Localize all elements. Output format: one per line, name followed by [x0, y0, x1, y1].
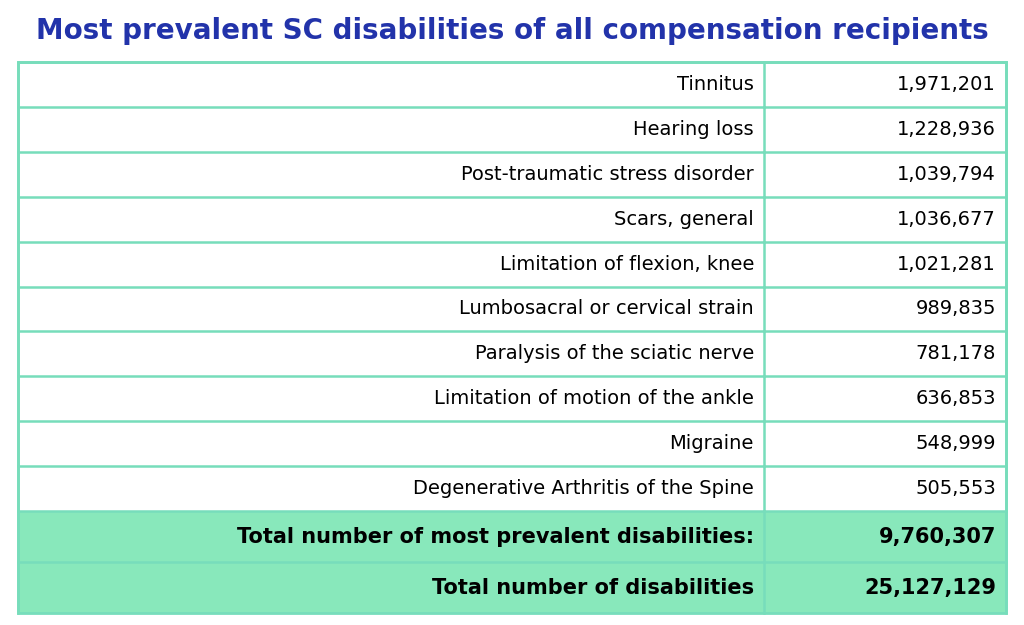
- Text: 1,039,794: 1,039,794: [897, 165, 996, 184]
- Text: 548,999: 548,999: [915, 434, 996, 453]
- Text: Degenerative Arthritis of the Spine: Degenerative Arthritis of the Spine: [414, 479, 754, 498]
- Text: Total number of most prevalent disabilities:: Total number of most prevalent disabilit…: [237, 526, 754, 546]
- Text: 636,853: 636,853: [915, 389, 996, 408]
- Text: Most prevalent SC disabilities of all compensation recipients: Most prevalent SC disabilities of all co…: [36, 17, 988, 45]
- Text: Limitation of motion of the ankle: Limitation of motion of the ankle: [434, 389, 754, 408]
- Text: Scars, general: Scars, general: [614, 209, 754, 229]
- Text: Lumbosacral or cervical strain: Lumbosacral or cervical strain: [460, 299, 754, 319]
- Bar: [18, 62, 1006, 613]
- Text: 1,971,201: 1,971,201: [897, 75, 996, 94]
- Text: Paralysis of the sciatic nerve: Paralysis of the sciatic nerve: [475, 344, 754, 363]
- Text: 505,553: 505,553: [915, 479, 996, 498]
- Text: Total number of disabilities: Total number of disabilities: [432, 578, 754, 598]
- Bar: [18, 62, 1006, 613]
- Text: Hearing loss: Hearing loss: [633, 120, 754, 139]
- Text: 25,127,129: 25,127,129: [864, 578, 996, 598]
- Text: Post-traumatic stress disorder: Post-traumatic stress disorder: [461, 165, 754, 184]
- Text: Migraine: Migraine: [670, 434, 754, 453]
- Bar: [18, 511, 1006, 613]
- Text: 781,178: 781,178: [915, 344, 996, 363]
- Text: 9,760,307: 9,760,307: [879, 526, 996, 546]
- Text: 1,036,677: 1,036,677: [897, 209, 996, 229]
- Text: 989,835: 989,835: [915, 299, 996, 319]
- Text: Limitation of flexion, knee: Limitation of flexion, knee: [500, 254, 754, 274]
- Text: Tinnitus: Tinnitus: [677, 75, 754, 94]
- Text: 1,228,936: 1,228,936: [897, 120, 996, 139]
- Text: 1,021,281: 1,021,281: [897, 254, 996, 274]
